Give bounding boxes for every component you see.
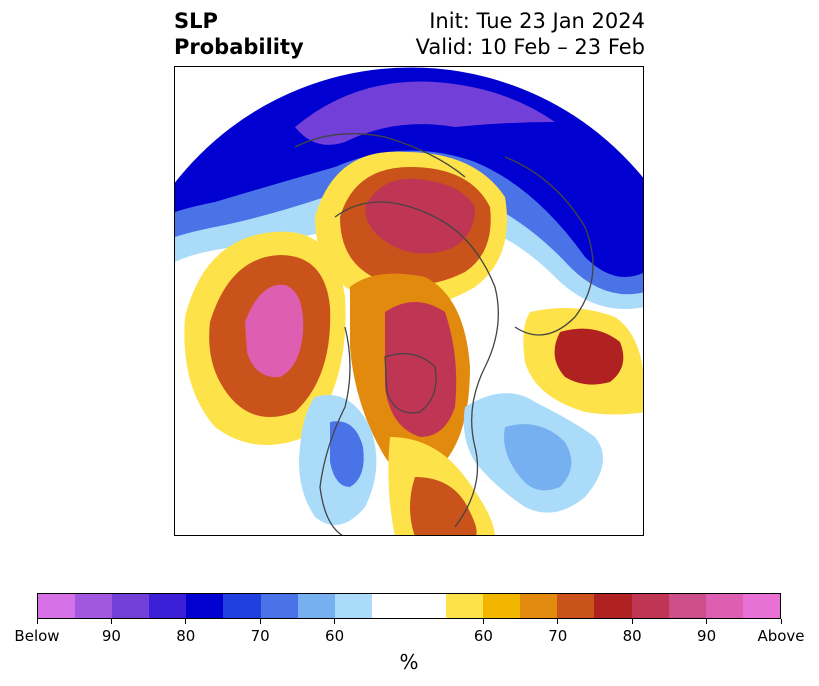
colorbar-cell (38, 594, 76, 618)
colorbar-cell (668, 594, 706, 618)
colorbar-cell (483, 594, 521, 618)
colorbar-cell (631, 594, 669, 618)
colorbar-tick-label: Above (757, 627, 805, 645)
colorbar-tick-label: 70 (250, 627, 270, 645)
colorbar-cell (742, 594, 780, 618)
colorbar-tick (482, 619, 484, 624)
colorbar-unit: % (399, 650, 419, 674)
colorbar-tick-label: 90 (697, 627, 717, 645)
coastline (319, 326, 351, 535)
below-region-westus-core (330, 421, 364, 487)
colorbar-cell (149, 594, 187, 618)
init-date: Init: Tue 23 Jan 2024 (429, 9, 645, 33)
colorbar-cell (520, 594, 558, 618)
coastline (294, 133, 466, 178)
chart-title: SLP Probability (174, 8, 304, 60)
colorbar-tick (185, 619, 187, 624)
colorbar-tick-label: 60 (325, 627, 345, 645)
colorbar-cell (112, 594, 150, 618)
probability-map (174, 66, 644, 536)
title-line2: Probability (174, 35, 304, 59)
coastline (384, 353, 437, 414)
colorbar-cell (297, 594, 335, 618)
colorbar-cell (371, 594, 409, 618)
colorbar-tick-label: 90 (101, 627, 121, 645)
colorbar-cell (557, 594, 595, 618)
above-region-pacific-core (245, 284, 304, 378)
colorbar-cell (260, 594, 298, 618)
colorbar-tick-label: Below (14, 627, 60, 645)
above-region-eastus-core (410, 477, 477, 535)
coastline (334, 201, 499, 528)
coastline (504, 156, 594, 336)
below-region-arctic-deep (295, 81, 555, 145)
colorbar-tick (36, 619, 38, 624)
date-info: Init: Tue 23 Jan 2024 Valid: 10 Feb – 23… (416, 8, 645, 60)
above-region-polar-core (365, 178, 475, 254)
colorbar-cell (446, 594, 484, 618)
colorbar-cell (186, 594, 224, 618)
colorbar (37, 593, 781, 619)
above-region-atlantic-core (554, 328, 624, 385)
colorbar-tick (110, 619, 112, 624)
colorbar-cell (75, 594, 113, 618)
below-region-atlantic-core (504, 424, 572, 491)
colorbar-tick (557, 619, 559, 624)
colorbar-cell (334, 594, 372, 618)
colorbar-tick (780, 619, 782, 624)
colorbar-tick-label: 70 (548, 627, 568, 645)
colorbar-cell (223, 594, 261, 618)
colorbar-tick (631, 619, 633, 624)
map-svg (175, 67, 643, 535)
colorbar-tick (259, 619, 261, 624)
colorbar-cell (705, 594, 743, 618)
title-line1: SLP (174, 9, 218, 33)
colorbar-cell (594, 594, 632, 618)
valid-range: Valid: 10 Feb – 23 Feb (415, 35, 645, 59)
colorbar-tick (334, 619, 336, 624)
colorbar-tick-label: 80 (176, 627, 196, 645)
colorbar-cell (408, 594, 447, 618)
colorbar-tick-label: 80 (622, 627, 642, 645)
colorbar-tick-label: 60 (473, 627, 493, 645)
above-region-canada-core (385, 302, 457, 437)
colorbar-tick (706, 619, 708, 624)
